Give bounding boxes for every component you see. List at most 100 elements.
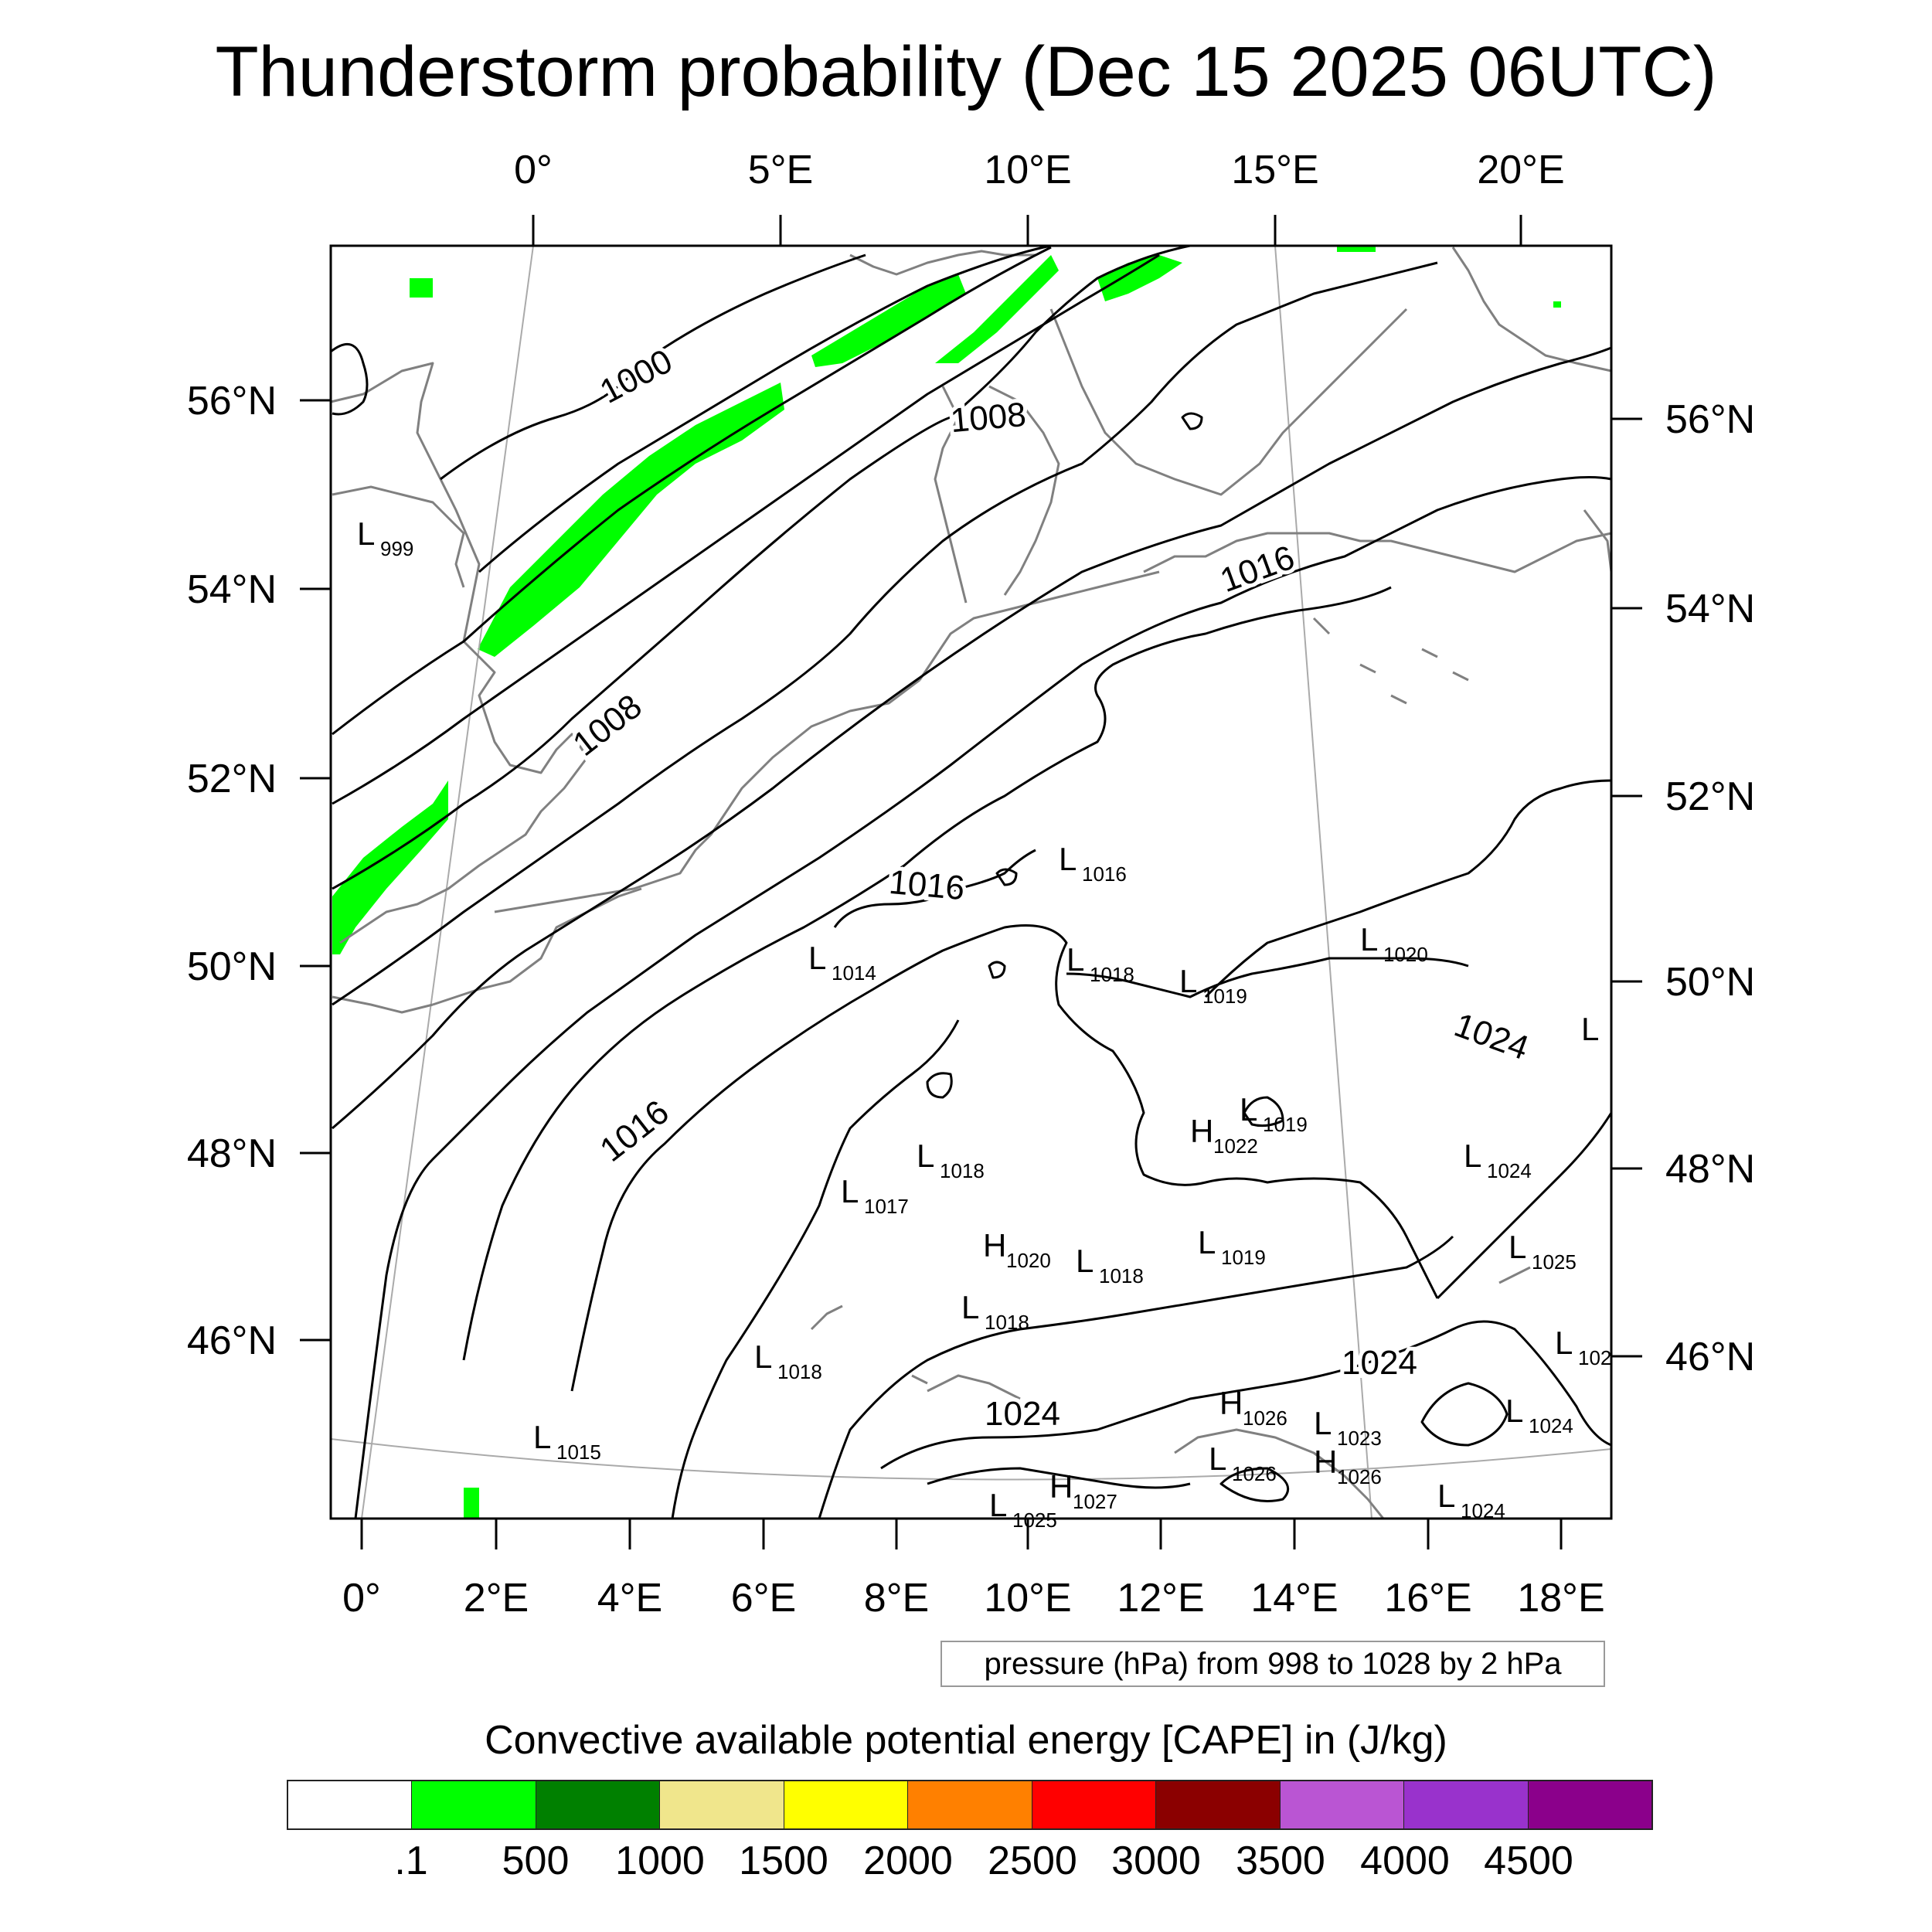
svg-text:1020: 1020: [1383, 943, 1428, 966]
svg-text:L: L: [841, 1173, 859, 1209]
isobar-1026-ring: [1219, 1467, 1290, 1502]
cape-area-north-sea-band: [478, 383, 784, 657]
pressure-center: L 1017: [841, 1173, 909, 1218]
top-lon-label: 15°E: [1231, 148, 1318, 192]
sweden-coast: [1049, 308, 1408, 496]
contour-label: 1016: [1216, 539, 1300, 600]
svg-text:H: H: [983, 1227, 1006, 1264]
pressure-center: L 1018: [1066, 941, 1134, 986]
colorbar-title: Convective available potential energy [C…: [485, 1718, 1447, 1763]
isobar-1018: [570, 924, 1439, 1392]
colorbar-tick-labels: .1 500 1000 1500 2000 2500 3000 3500 400…: [0, 1836, 1932, 1890]
svg-text:1018: 1018: [1090, 963, 1134, 986]
isobar-1008: [332, 244, 1191, 890]
isobar-small-5: [1181, 412, 1203, 430]
svg-text:1019: 1019: [1221, 1246, 1266, 1269]
colorbar-tick-label: .1: [394, 1838, 428, 1883]
colorbar-swatch: [536, 1781, 661, 1828]
right-coast: [1583, 509, 1613, 573]
pressure-center: L 1024: [1437, 1478, 1505, 1522]
baltic-states: [1451, 247, 1612, 372]
svg-text:L: L: [1240, 1091, 1257, 1128]
colorbar-swatch: [1280, 1781, 1405, 1828]
pressure-center: L 1025: [989, 1487, 1057, 1532]
netherlands-germany-coast: [918, 570, 1160, 681]
contour-label: 1016: [593, 1093, 675, 1169]
isobar-1010: [332, 261, 1438, 1006]
pressure-centers: L 999 L 1016 L 1014 L 1018 L 1019 L 1020 L L 10…: [357, 515, 1611, 1532]
colorbar-swatch: [1156, 1781, 1281, 1828]
isobar-1014: [354, 476, 1612, 1519]
left-lat-label: 46°N: [187, 1318, 277, 1363]
isobar-1020: [671, 1019, 960, 1519]
bottom-lon-label: 2°E: [464, 1576, 529, 1621]
svg-text:1024: 1024: [1487, 1159, 1532, 1182]
svg-text:1019: 1019: [1202, 985, 1247, 1008]
bottom-lon-label: 6°E: [731, 1576, 796, 1621]
svg-text:H: H: [1049, 1468, 1073, 1505]
alps-lake-1: [810, 1304, 843, 1331]
svg-text:L: L: [961, 1289, 979, 1325]
pressure-center: L 1018: [917, 1138, 985, 1182]
france-inland-border: [432, 887, 642, 1006]
svg-text:L: L: [1509, 1229, 1526, 1265]
colorbar-tick-label: 500: [502, 1838, 570, 1883]
isobars: [330, 244, 1613, 1519]
isobar-1006: [332, 253, 1160, 805]
left-lat-label: 56°N: [187, 379, 277, 423]
right-lat-label: 54°N: [1665, 587, 1755, 631]
right-lat-label: 48°N: [1665, 1147, 1755, 1192]
isobar-998: [330, 343, 369, 416]
coastlines-borders: [330, 247, 1613, 1519]
cape-colorbar: [287, 1780, 1653, 1830]
isobar-small-1: [1243, 1096, 1284, 1128]
meridian-0: [361, 245, 534, 1519]
pressure-center: L 1016: [1059, 841, 1127, 886]
contour-label: 1024: [1450, 1006, 1534, 1068]
colorbar-swatch: [1032, 1781, 1157, 1828]
pressure-center: H 1027: [1049, 1468, 1117, 1513]
colorbar-swatch: [784, 1781, 909, 1828]
pressure-center: L 1018: [1076, 1243, 1144, 1287]
svg-text:1016: 1016: [1082, 862, 1127, 886]
pressure-center: L 1024: [1464, 1138, 1532, 1182]
meridian-15e: [1274, 245, 1372, 1519]
isobar-1026: [927, 1467, 1191, 1489]
svg-text:1018: 1018: [1099, 1264, 1144, 1287]
svg-text:1019: 1019: [1263, 1113, 1308, 1136]
colorbar-tick-label: 3500: [1236, 1838, 1325, 1883]
poland-lakes: [1312, 617, 1469, 705]
left-lat-label: 50°N: [187, 944, 277, 989]
isobar-1012: [332, 346, 1612, 1130]
adriatic-coast: [1174, 1428, 1385, 1519]
svg-text:H: H: [1219, 1385, 1243, 1421]
colorbar-swatch: [1528, 1781, 1651, 1828]
colorbar-tick-label: 1500: [739, 1838, 828, 1883]
contour-label: 1024: [985, 1395, 1060, 1433]
bottom-lon-label: 0°: [342, 1576, 381, 1621]
svg-text:1025: 1025: [1532, 1250, 1577, 1274]
isobar-1024-ring: [1420, 1382, 1509, 1447]
svg-text:1023: 1023: [1337, 1427, 1382, 1450]
cape-area-sweden-west: [1097, 255, 1182, 301]
pressure-center: L 1018: [754, 1338, 822, 1383]
isobar-small-2: [926, 1072, 953, 1099]
svg-text:L: L: [754, 1338, 772, 1375]
pressure-center: L 1019: [1198, 1224, 1266, 1269]
svg-text:1017: 1017: [864, 1195, 909, 1218]
left-lat-labels: 56°N 54°N 52°N 50°N 48°N 46°N: [187, 379, 277, 1363]
britain-border: [332, 485, 465, 588]
isobar-1020-ne: [1204, 779, 1612, 998]
svg-text:L: L: [357, 515, 375, 552]
pressure-center: L 1026: [1209, 1440, 1277, 1485]
svg-text:L: L: [1360, 921, 1378, 957]
denmark-east: [988, 385, 1060, 596]
cape-area-norway-nw: [410, 278, 433, 298]
svg-text:L: L: [1581, 1011, 1599, 1047]
left-lat-label: 54°N: [187, 567, 277, 612]
svg-text:1015: 1015: [556, 1440, 601, 1464]
svg-text:L: L: [1464, 1138, 1481, 1174]
plot-frame: [329, 244, 1613, 1520]
hungary-lake: [1498, 1266, 1531, 1284]
